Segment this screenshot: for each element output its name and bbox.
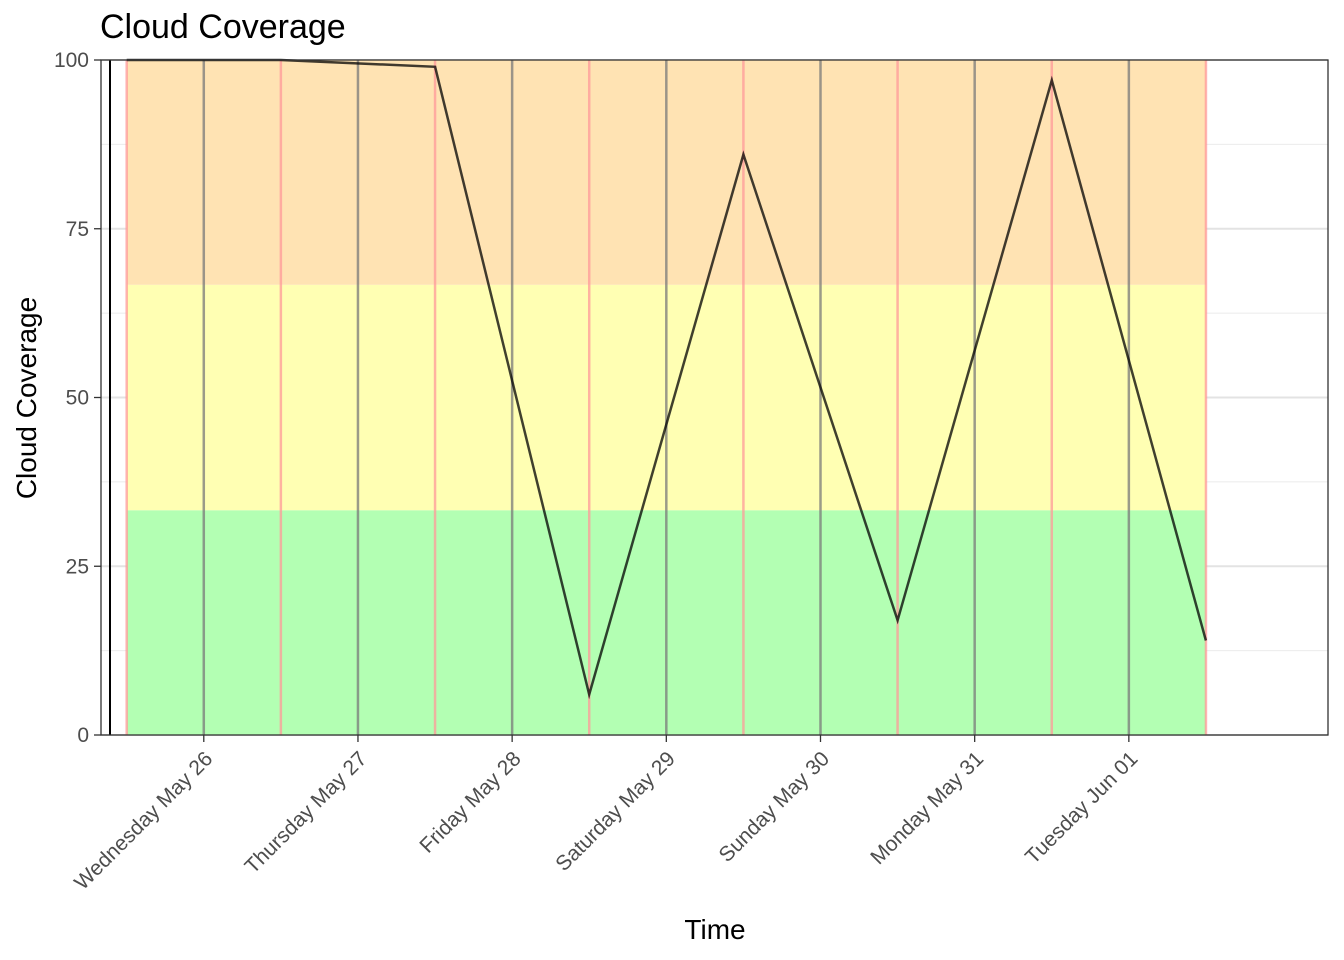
y-tick-label: 100 <box>54 49 89 72</box>
x-tick-label: Monday May 31 <box>866 747 988 869</box>
plot-area: 0 25 50 75 100 Wednesday May 26 Thursday May 2… <box>54 49 1329 895</box>
x-tick-label: Tuesday Jun 01 <box>1021 747 1142 868</box>
y-axis-title: Cloud Coverage <box>11 297 42 499</box>
cloud-coverage-line <box>126 58 1208 700</box>
y-tick-label: 50 <box>66 387 89 410</box>
y-tick-label: 0 <box>77 724 89 747</box>
x-tick-label: Thursday May 27 <box>241 747 372 878</box>
x-tick-label: Saturday May 29 <box>551 747 680 876</box>
y-tick-label: 75 <box>66 218 89 241</box>
x-tick-label: Wednesday May 26 <box>70 747 217 894</box>
x-tick-label: Sunday May 30 <box>715 747 834 866</box>
chart-title: Cloud Coverage <box>100 8 346 46</box>
x-tick-label: Friday May 28 <box>415 747 525 857</box>
y-tick-label: 25 <box>66 555 89 578</box>
x-axis-title: Time <box>684 914 745 945</box>
